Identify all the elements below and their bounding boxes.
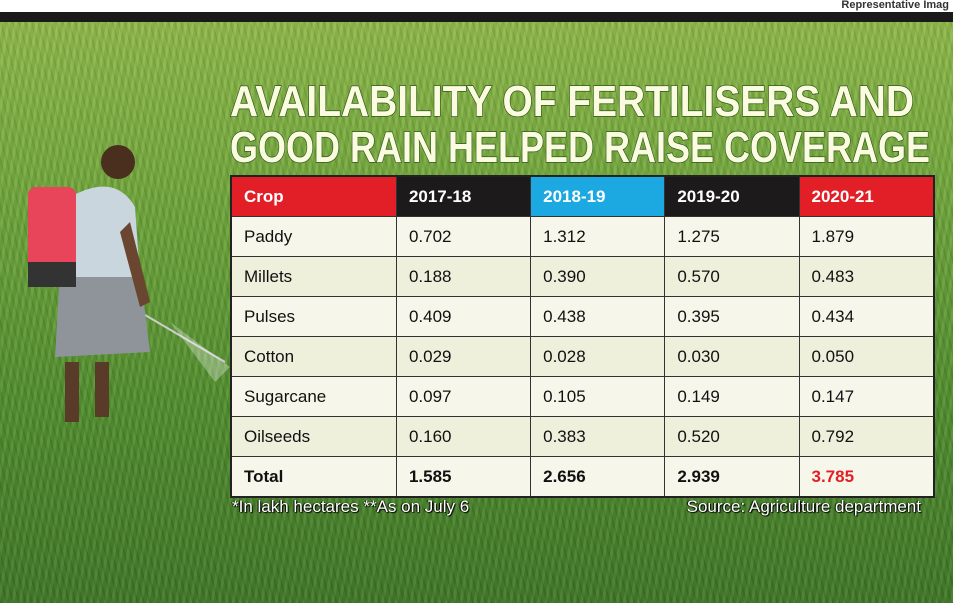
cell-value: 0.029	[396, 337, 530, 377]
cell-value: 0.390	[531, 257, 665, 297]
cell-value: 0.028	[531, 337, 665, 377]
cell-value: 0.434	[799, 297, 934, 337]
cell-value: 1.585	[396, 457, 530, 498]
cell-value: 0.050	[799, 337, 934, 377]
row-label: Sugarcane	[231, 377, 396, 417]
footnote: *In lakh hectares **As on July 6	[232, 497, 469, 517]
row-label: Paddy	[231, 217, 396, 257]
column-header: 2017-18	[396, 176, 530, 217]
cell-value: 3.785	[799, 457, 934, 498]
cell-value: 0.409	[396, 297, 530, 337]
row-label: Total	[231, 457, 396, 498]
cell-value: 0.160	[396, 417, 530, 457]
cell-value: 2.656	[531, 457, 665, 498]
cell-value: 1.312	[531, 217, 665, 257]
cell-value: 0.030	[665, 337, 799, 377]
row-label: Oilseeds	[231, 417, 396, 457]
cell-value: 0.105	[531, 377, 665, 417]
source-note: Source: Agriculture department	[687, 497, 921, 517]
cell-value: 0.438	[531, 297, 665, 337]
title-line: AVAILABILITY OF FERTILISERS AND	[230, 78, 914, 126]
cell-value: 0.383	[531, 417, 665, 457]
row-label: Cotton	[231, 337, 396, 377]
cell-value: 0.702	[396, 217, 530, 257]
cell-value: 0.097	[396, 377, 530, 417]
title-line: GOOD RAIN HELPED RAISE COVERAGE	[230, 123, 930, 168]
cell-value: 0.395	[665, 297, 799, 337]
column-header: 2019-20	[665, 176, 799, 217]
cell-value: 0.149	[665, 377, 799, 417]
farmer-illustration	[0, 22, 240, 442]
cell-value: 1.275	[665, 217, 799, 257]
cell-value: 0.570	[665, 257, 799, 297]
title-block: AVAILABILITY OF FERTILISERS AND GOOD RAI…	[228, 78, 938, 168]
column-header: Crop	[231, 176, 396, 217]
row-label: Pulses	[231, 297, 396, 337]
cell-value: 1.879	[799, 217, 934, 257]
page: Representative Imag AVAILABILITY OF FERT…	[0, 0, 953, 603]
cell-value: 0.483	[799, 257, 934, 297]
row-label: Millets	[231, 257, 396, 297]
cell-value: 2.939	[665, 457, 799, 498]
top-bar	[0, 12, 953, 22]
cell-value: 0.147	[799, 377, 934, 417]
column-header: 2020-21	[799, 176, 934, 217]
column-header: 2018-19	[531, 176, 665, 217]
cell-value: 0.792	[799, 417, 934, 457]
image-credit: Representative Imag	[841, 0, 949, 11]
cell-value: 0.188	[396, 257, 530, 297]
cell-value: 0.520	[665, 417, 799, 457]
